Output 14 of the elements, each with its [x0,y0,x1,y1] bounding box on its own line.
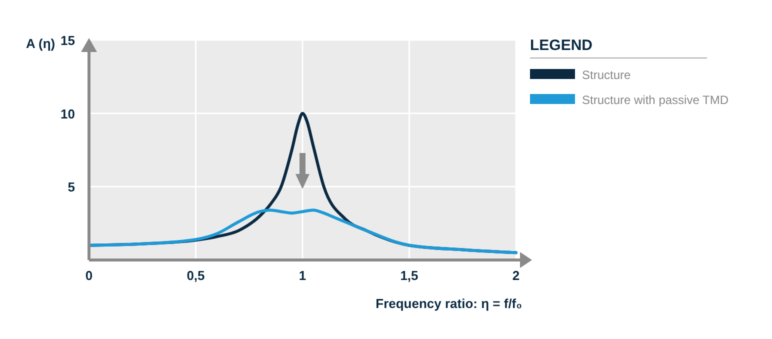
y-tick-label: 10 [60,106,75,122]
legend-title: LEGEND [530,37,593,54]
y-axis-title: A (η) [26,36,56,51]
y-tick-label: 5 [68,180,75,195]
x-axis-title: Frequency ratio: η = f/f₀ [376,296,522,311]
y-tick-label: 15 [60,33,75,48]
legend-label: Structure [582,68,632,82]
line-series [88,208,518,254]
x-tick-label: 0 [85,268,93,283]
x-tick-label: 2 [512,268,520,283]
legend-label: Structure with passive TMD [582,93,729,107]
x-tick-label: 1,5 [400,268,418,283]
x-tick-label: 1 [298,268,306,283]
x-tick-label: 0,5 [186,268,205,283]
